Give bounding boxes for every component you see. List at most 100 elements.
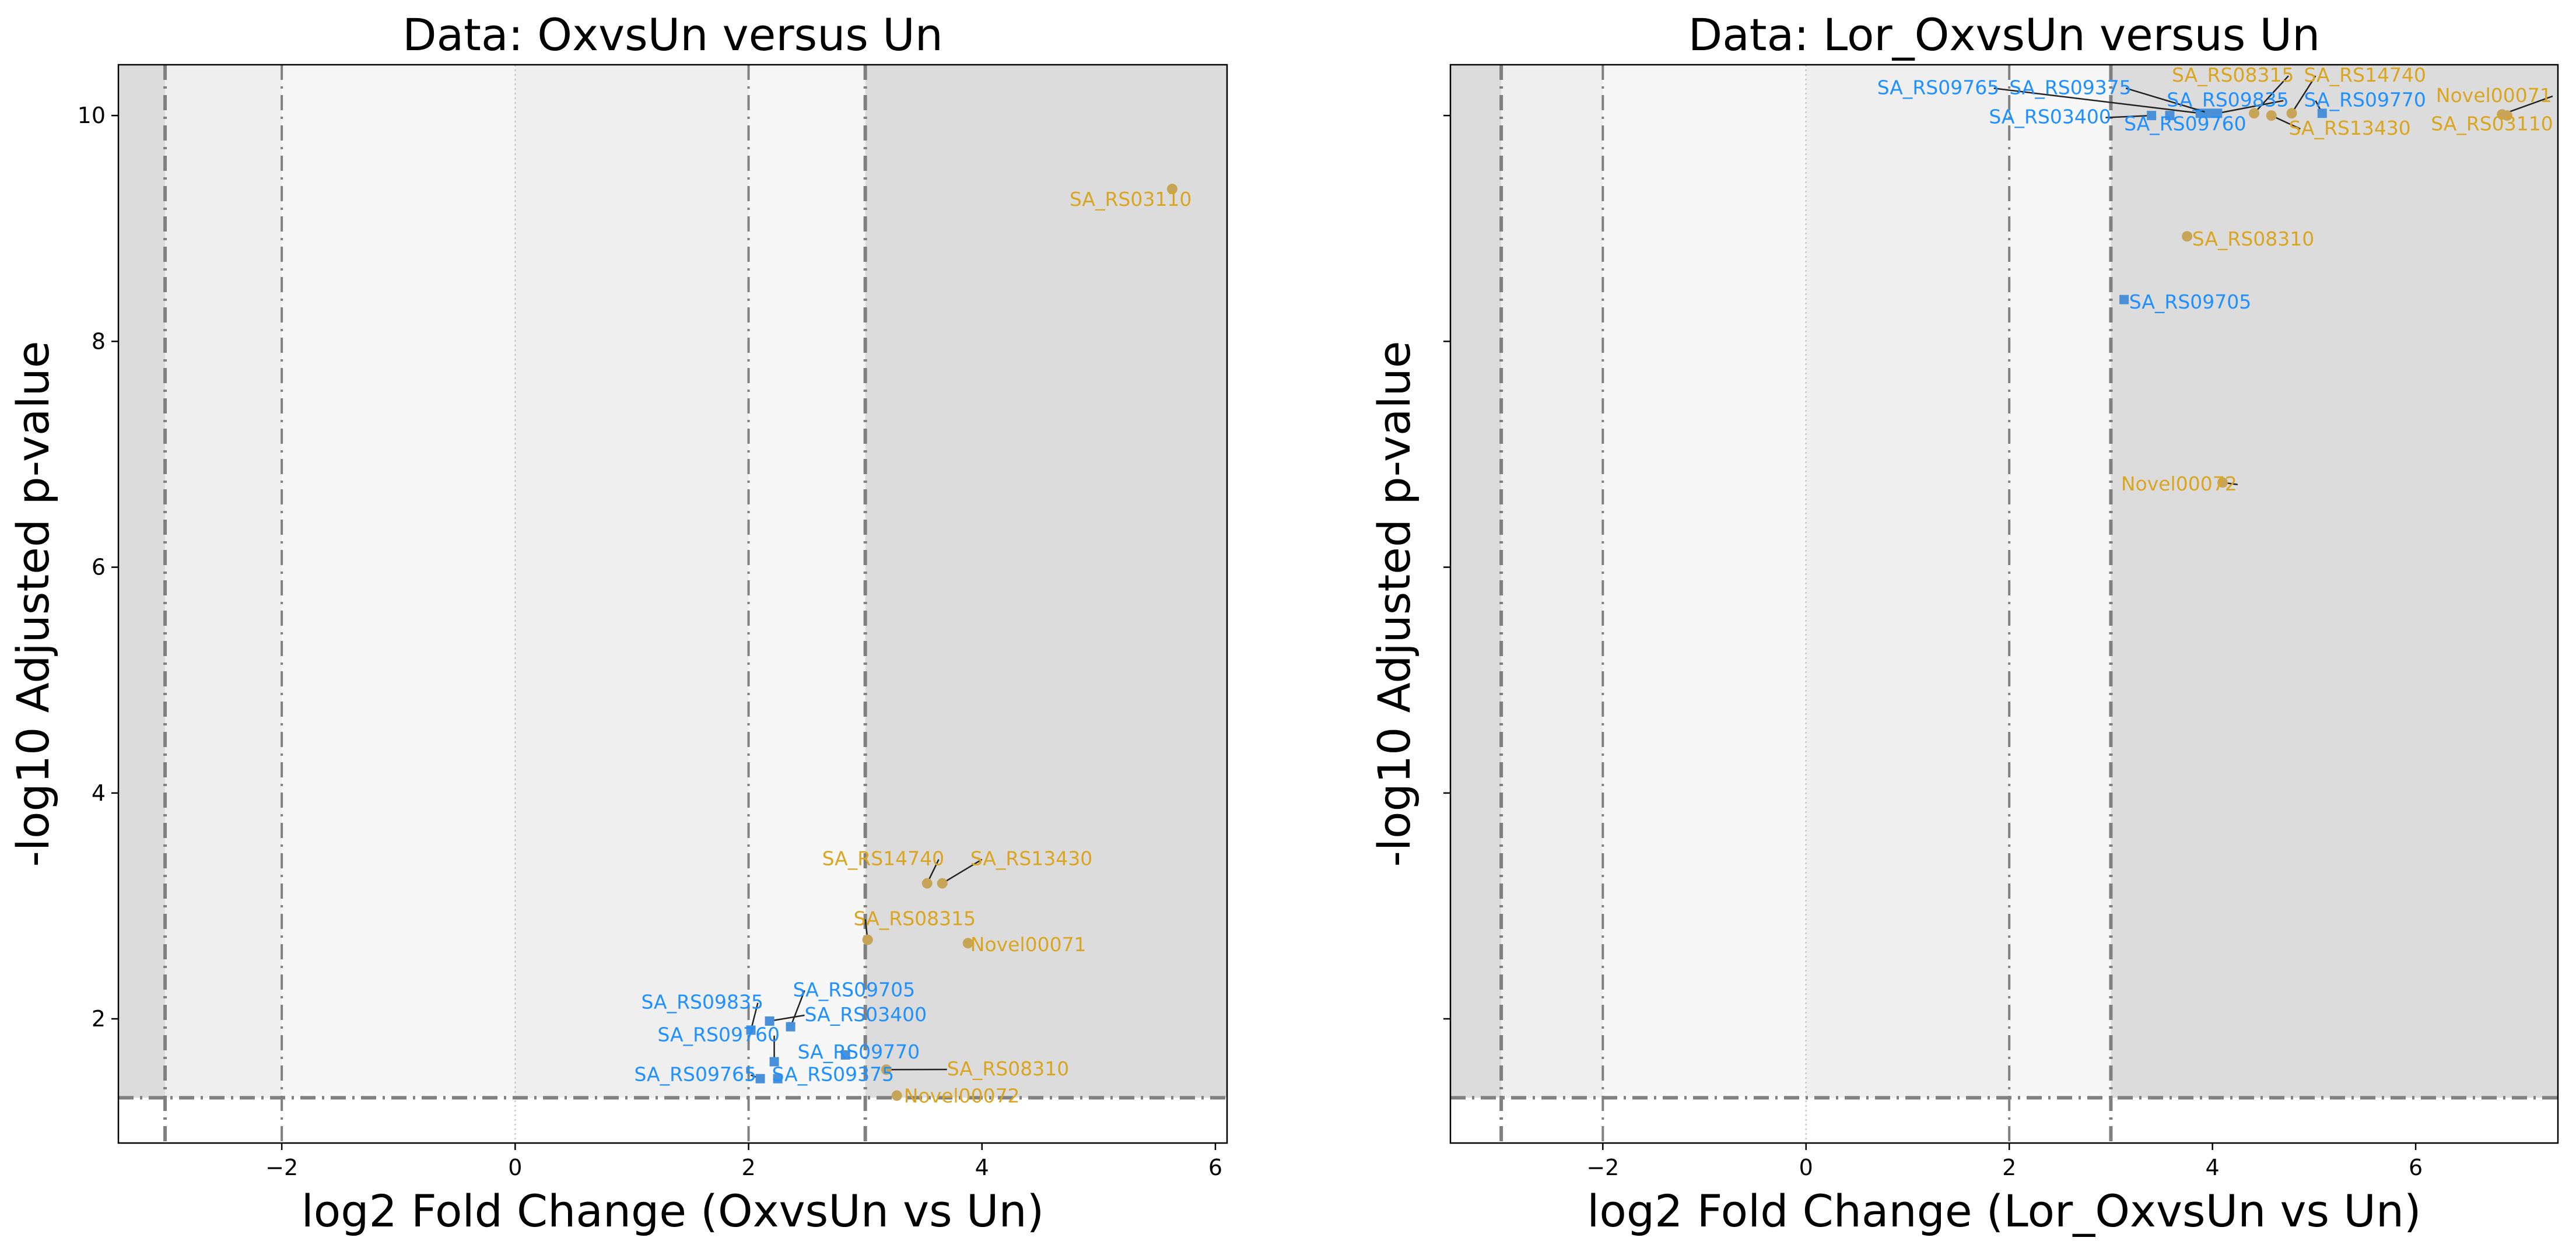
point-label: SA_RS09705: [2129, 290, 2252, 313]
data-point-down: [2165, 111, 2175, 121]
chart-title: Data: OxvsUn versus Un: [402, 9, 943, 61]
point-label: SA_RS09705: [793, 978, 916, 1001]
zone-outer-left: [1450, 65, 1502, 1098]
point-label: SA_RS09765: [634, 1063, 756, 1086]
label-leader-line: [942, 858, 983, 884]
label-leader-line: [2125, 87, 2210, 114]
point-label: SA_RS03110: [2431, 112, 2553, 135]
data-point-down: [2317, 108, 2327, 118]
y-axis-label: -log10 Adjusted p-value: [1368, 341, 1420, 867]
axes-frame: [117, 64, 1228, 1144]
point-label: SA_RS08315: [854, 907, 976, 930]
point-label: SA_RS09770: [2304, 89, 2426, 111]
point-label: Novel00071: [970, 933, 1087, 956]
data-point-up: [862, 934, 873, 945]
zone-inner-right: [748, 65, 865, 1098]
zone-inner-left: [1603, 65, 1806, 1098]
y-tick-label: 8: [92, 328, 106, 354]
y-tick-label: 4: [92, 780, 106, 806]
label-leader-line: [1993, 87, 2200, 114]
label-leader-line: [2271, 114, 2301, 130]
data-point-down: [746, 1025, 756, 1035]
x-axis-label: log2 Fold Change (OxvsUn vs Un): [302, 1185, 1045, 1237]
point-label: SA_RS09375: [2009, 76, 2132, 99]
data-point-up: [2266, 110, 2277, 121]
label-leader-line: [2217, 100, 2284, 114]
data-point-down: [786, 1022, 795, 1032]
data-point-up: [2217, 477, 2228, 488]
y-axis-label: -log10 Adjusted p-value: [7, 341, 59, 867]
data-point-up: [2182, 231, 2193, 242]
data-point-down: [2119, 295, 2129, 304]
zone-nonsignificant: [118, 1098, 1227, 1143]
x-tick-label: 4: [975, 1155, 989, 1180]
y-tick-label: 10: [78, 103, 106, 128]
data-point-up: [1166, 183, 1177, 194]
point-label: Novel00072: [904, 1084, 1020, 1107]
data-point-down: [769, 1057, 779, 1067]
axes-frame: [1449, 64, 2559, 1144]
data-point-down: [2205, 108, 2214, 118]
chart-panel-1: SA_RS03110 SA_RS14740 SA_RS13430 SA_RS08315…: [7, 9, 1228, 1237]
data-point-down: [2213, 108, 2223, 118]
y-tick-label: 6: [92, 555, 106, 580]
x-tick-label: 4: [2206, 1155, 2220, 1180]
data-point-up: [2501, 110, 2512, 121]
point-label: SA_RS08315: [2172, 64, 2294, 86]
label-leader-line: [2105, 114, 2152, 118]
chart-title: Data: Lor_OxvsUn versus Un: [1688, 9, 2321, 61]
x-tick-label: 0: [1799, 1155, 1813, 1180]
point-label: SA_RS09760: [657, 1023, 780, 1046]
data-point-down: [773, 1074, 783, 1084]
x-tick-label: 2: [2002, 1155, 2016, 1180]
point-label: SA_RS09765: [1877, 76, 2000, 99]
x-tick-label: 2: [741, 1155, 755, 1180]
point-label: SA_RS14740: [822, 847, 945, 870]
point-label: SA_RS09835: [641, 991, 763, 1014]
point-label: SA_RS09835: [2167, 89, 2289, 111]
data-point-down: [755, 1074, 765, 1084]
data-point-down: [840, 1050, 850, 1060]
point-label: SA_RS13430: [2288, 117, 2411, 139]
y-tick-label: 2: [92, 1006, 106, 1032]
x-tick-label: 6: [1208, 1155, 1222, 1180]
point-label: Novel00071: [2436, 84, 2552, 107]
chart-panel-2: SA_RS08315 SA_RS14740 Novel00071 SA_RS13430…: [1368, 9, 2559, 1237]
point-label: SA_RS03110: [1070, 188, 1192, 211]
x-tick-label: −2: [1586, 1155, 1619, 1180]
point-label: SA_RS03400: [805, 1003, 927, 1026]
point-label: SA_RS09770: [798, 1040, 920, 1063]
label-leader-line: [790, 990, 805, 1028]
data-point-down: [2147, 111, 2157, 121]
label-leader-line: [2501, 95, 2553, 115]
point-label: SA_RS03400: [1989, 106, 2111, 128]
data-point-down: [765, 1016, 774, 1026]
data-point-up: [2286, 108, 2297, 119]
x-tick-label: −2: [265, 1155, 298, 1180]
point-label: SA_RS08310: [2192, 227, 2315, 250]
data-point-up: [2249, 108, 2260, 119]
data-point-up: [921, 878, 933, 889]
label-leader-line: [769, 1014, 805, 1022]
plot-area: SA_RS08315 SA_RS14740 Novel00071 SA_RS13430…: [1450, 64, 2558, 1143]
point-label: SA_RS14740: [2304, 64, 2426, 86]
point-label: SA_RS09760: [2124, 112, 2246, 135]
zone-outer-left: [118, 65, 166, 1098]
plot-area: SA_RS03110 SA_RS14740 SA_RS13430 SA_RS08315…: [118, 65, 1227, 1143]
point-label: SA_RS09375: [772, 1063, 895, 1086]
data-point-up: [891, 1090, 902, 1101]
label-leader-line: [2291, 75, 2316, 114]
label-leader-line: [2253, 75, 2289, 114]
point-label: SA_RS08310: [947, 1057, 1070, 1080]
zone-inner-left: [282, 65, 516, 1098]
zone-outer-right: [865, 65, 1227, 1098]
zone-outer-right: [2111, 65, 2558, 1098]
zone-inner-right: [2009, 65, 2111, 1098]
x-tick-label: 0: [508, 1155, 522, 1180]
data-point-up: [962, 938, 973, 949]
zone-nonsignificant: [1450, 1098, 2558, 1143]
data-point-up: [937, 878, 948, 889]
point-label: Novel00072: [2121, 472, 2237, 495]
x-tick-label: 6: [2409, 1155, 2423, 1180]
